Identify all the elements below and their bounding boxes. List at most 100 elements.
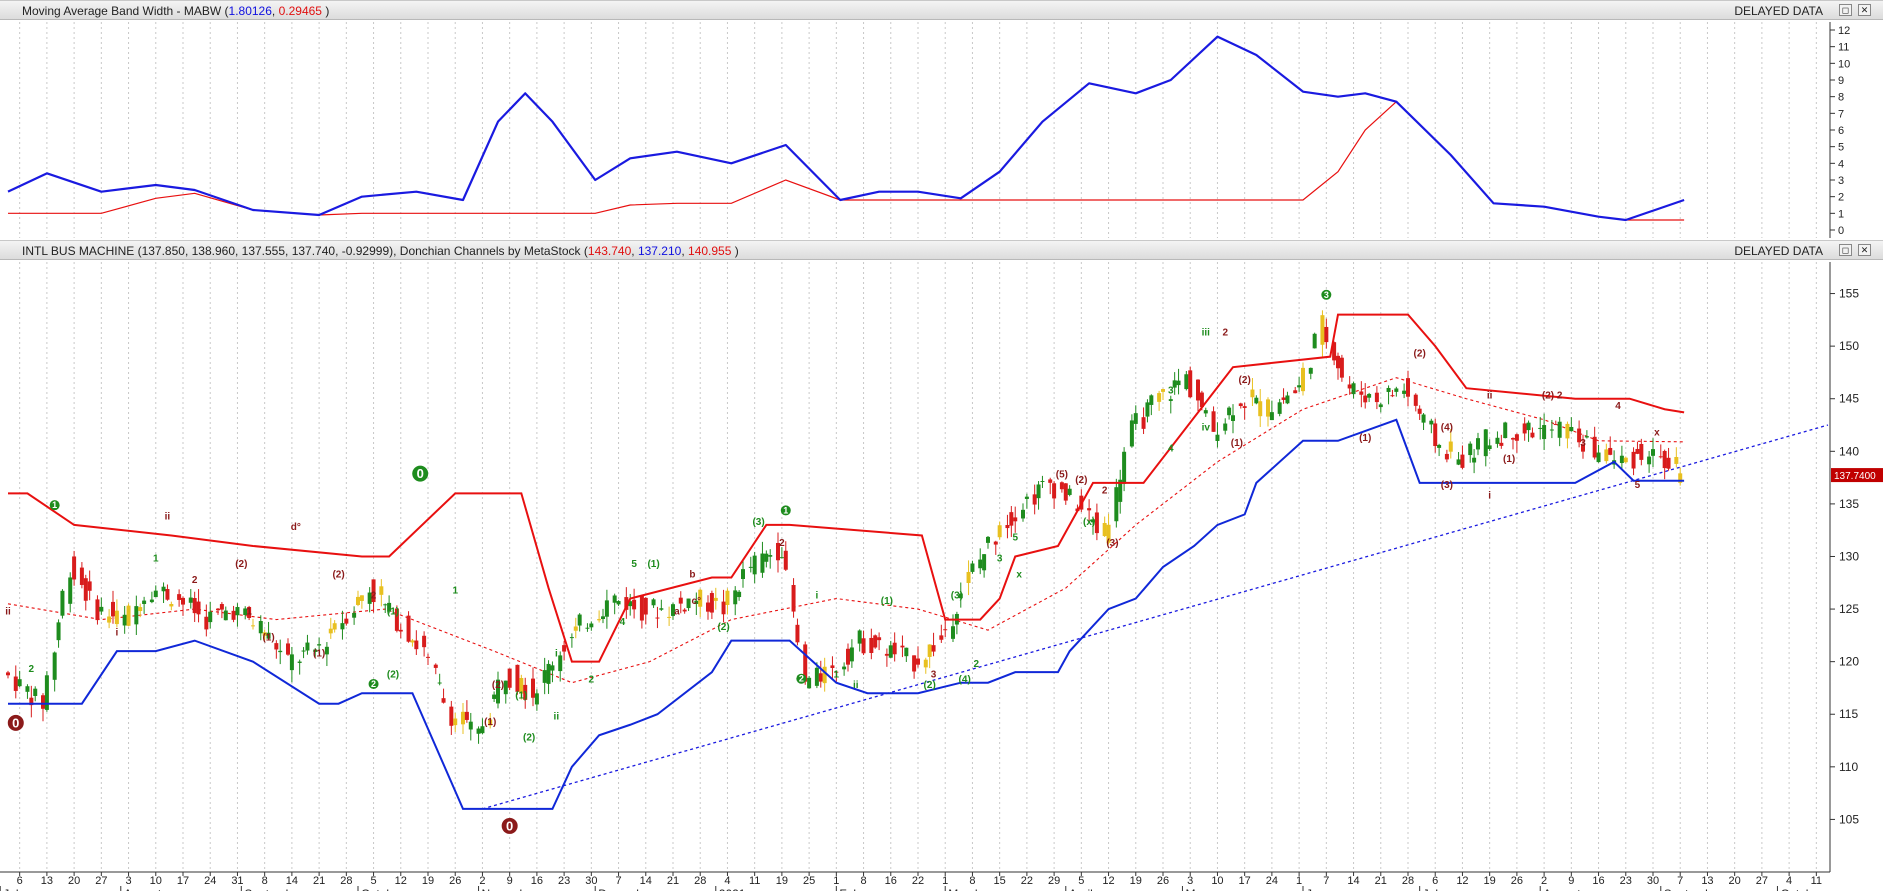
wave-label: 2: [589, 675, 595, 686]
date-tick-label: 5: [370, 875, 376, 887]
candle-body: [468, 721, 473, 730]
candle-body: [884, 653, 889, 656]
candle-body: [1557, 421, 1562, 438]
mabw-y-tick-label: 7: [1838, 108, 1844, 120]
candle-body: [332, 623, 337, 630]
candle-body: [114, 610, 119, 625]
candle-body: [1394, 388, 1399, 392]
candle-body: [892, 642, 897, 655]
wave-label: i: [555, 648, 558, 659]
candle-body: [678, 597, 683, 604]
date-tick-label: 22: [912, 875, 924, 887]
candle-body: [1374, 392, 1379, 403]
candle-body: [1320, 315, 1325, 345]
wave-label: (2): [924, 680, 936, 691]
date-tick-label: 8: [969, 875, 975, 887]
wave-label: (1): [1231, 438, 1243, 449]
date-tick-label: 21: [313, 875, 325, 887]
date-tick-label: 1: [1296, 875, 1302, 887]
wave-label: (4): [1441, 422, 1453, 433]
candle-body: [1048, 479, 1053, 483]
candle-body: [1013, 517, 1018, 522]
candle-body: [1678, 473, 1683, 483]
date-tick-label: 12: [1102, 875, 1114, 887]
price-y-axis: 105 110 115 120 125 130 135 140 145 150 155 137.740…: [1829, 262, 1883, 872]
month-label: September: [244, 887, 303, 891]
month-label: October: [1780, 887, 1823, 891]
restore-icon[interactable]: ◻: [1839, 4, 1852, 16]
candle-body: [1577, 428, 1582, 443]
price-y-tick-label: 115: [1839, 707, 1858, 721]
restore-icon[interactable]: ◻: [1839, 244, 1852, 256]
date-tick-label: 14: [286, 875, 298, 887]
candle-body: [776, 542, 780, 561]
mabw-signal-value: 0.29465: [278, 4, 322, 18]
date-tick-label: 7: [615, 875, 621, 887]
candle-body: [1199, 392, 1204, 408]
candle-body: [515, 664, 520, 692]
candle-body: [398, 629, 403, 632]
wave-label: iv: [1202, 422, 1211, 433]
mabw-header: Moving Average Band Width - MABW (1.8012…: [0, 0, 1883, 20]
candle-body: [1106, 524, 1111, 543]
candle-body: [1367, 393, 1372, 398]
date-tick-label: 31: [231, 875, 243, 887]
mabw-line: [7, 35, 1685, 222]
candle-body: [978, 559, 983, 569]
candle-body: [1596, 452, 1601, 463]
candle-body: [923, 659, 928, 668]
candle-body: [519, 678, 524, 694]
mabw-y-tick-label: 1: [1838, 208, 1844, 220]
date-tick-label: 26: [1157, 875, 1169, 887]
candle-body: [951, 626, 955, 639]
wave-label: a: [674, 606, 680, 617]
close-icon[interactable]: ✕: [1858, 4, 1871, 16]
candle-body: [503, 680, 508, 695]
candle-body: [709, 593, 714, 613]
close-icon[interactable]: ✕: [1858, 244, 1871, 256]
wave-label: 3: [997, 554, 1003, 565]
candle-body: [301, 650, 306, 652]
candle-body: [29, 697, 34, 706]
candle-body: [1437, 444, 1442, 448]
candle-body: [87, 581, 92, 591]
upper-band-line: [8, 313, 1685, 663]
candle-body: [72, 556, 77, 580]
wave-label: d°: [291, 522, 301, 533]
candle-body: [426, 656, 430, 658]
wave-marker: [368, 678, 379, 689]
date-axis: 6 13 20 27 3 10 17 24 31 8 14 21 28 5 12 19 26 2 9 16 23 30 7 1…: [0, 871, 1883, 891]
candle-body: [496, 679, 500, 704]
candle-body: [17, 679, 22, 687]
date-tick-label: 16: [885, 875, 897, 887]
mabw-y-tick-label: 8: [1838, 92, 1844, 104]
candle-body: [834, 671, 839, 673]
candle-body: [437, 682, 442, 684]
candle-body: [1608, 447, 1613, 455]
candle-body: [1674, 456, 1679, 464]
mabw-y-tick-label: 5: [1838, 142, 1844, 154]
candle-body: [126, 605, 131, 626]
candle-body: [1308, 367, 1313, 374]
candle-body: [667, 616, 672, 618]
candle-body: [1227, 407, 1232, 416]
date-tick-label: 21: [667, 875, 679, 887]
candle-body: [1386, 387, 1391, 392]
price-y-tick-label: 145: [1839, 392, 1859, 406]
wave-label: (3): [752, 517, 764, 528]
price-y-tick-label: 105: [1839, 812, 1859, 826]
candle-body: [414, 640, 419, 650]
candle-body: [1336, 355, 1340, 369]
candle-body: [258, 621, 263, 634]
date-tick-label: 2: [479, 875, 485, 887]
candle-body: [1359, 391, 1364, 395]
candle-body: [1402, 390, 1407, 394]
candle-body: [286, 643, 290, 655]
candle-body: [589, 623, 594, 628]
wave-label: 2: [371, 591, 377, 602]
candle-body: [153, 590, 158, 598]
candle-body: [1129, 420, 1134, 447]
candle-body: [706, 602, 710, 612]
wave-label: x: [1654, 428, 1660, 439]
wave-label: 5: [1012, 533, 1018, 544]
